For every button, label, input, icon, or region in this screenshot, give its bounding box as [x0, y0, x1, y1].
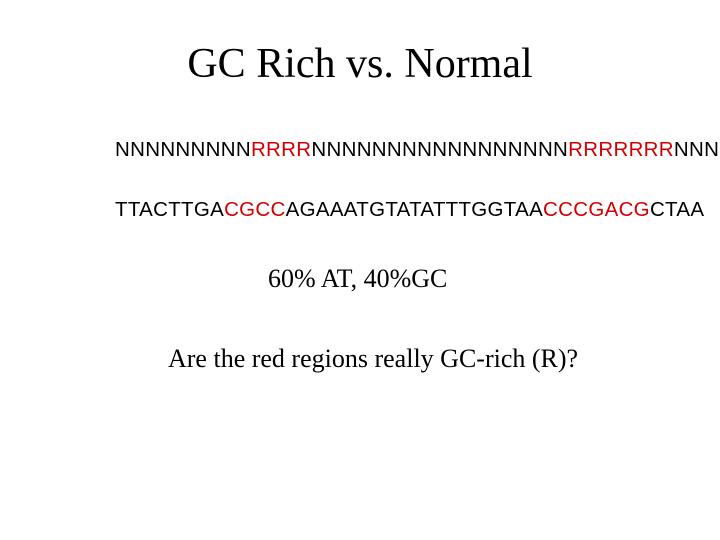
seq-segment-red: CGCC: [224, 198, 286, 221]
seq-segment-black: NNNNNNNNNNNNNNNNN: [311, 138, 568, 161]
sequence-line-1: NNNNNNNNNRRRRNNNNNNNNNNNNNNNNNRRRRRRRNNN…: [0, 138, 720, 162]
seq-segment-black: NNNN: [674, 138, 720, 161]
sequence-line-2: TTACTTGACGCCAGAAATGTATATTTGGTAACCCGACGCT…: [0, 198, 720, 222]
percent-text: 60% AT, 40%GC: [0, 264, 720, 294]
seq-segment-black: TTACTTGA: [115, 198, 224, 221]
page-title: GC Rich vs. Normal: [0, 0, 720, 138]
seq-segment-black: NNNNNNNNN: [115, 138, 251, 161]
question-text: Are the red regions really GC-rich (R)?: [0, 344, 720, 374]
seq-segment-red: RRRRRRR: [568, 138, 674, 161]
seq-segment-black: AGAAATGTATATTTGGTAA: [286, 198, 543, 221]
seq-segment-red: CCCGACG: [543, 198, 650, 221]
seq-segment-black: CTAA: [650, 198, 704, 221]
seq-segment-red: RRRR: [251, 138, 311, 161]
